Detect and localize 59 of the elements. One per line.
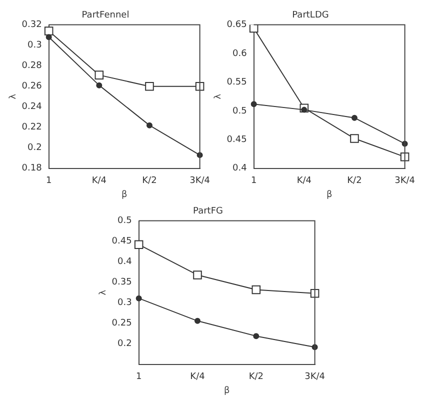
point	[96, 82, 102, 88]
x-tick-label: K/4	[296, 176, 312, 186]
y-tick-label: 0.2	[28, 143, 42, 154]
point	[193, 270, 202, 280]
y-tick-label: 0.6	[232, 48, 248, 59]
y-tick-label: 0.25	[112, 318, 132, 329]
point	[301, 106, 308, 113]
x-axis-title: β	[326, 190, 332, 200]
x-axis-title: β	[121, 190, 128, 200]
x-tick-label: K/2	[347, 176, 362, 186]
x-tick-label: 3K/4	[304, 372, 326, 382]
chart-title: PartFennel	[82, 10, 130, 21]
point	[146, 122, 152, 128]
y-tick-label: 0.3	[28, 40, 42, 51]
chart-title: PartFG	[193, 206, 223, 217]
y-tick-label: 0.2	[118, 339, 132, 350]
y-tick-label: 0.35	[112, 278, 132, 288]
chart-title: PartLDG	[292, 10, 329, 21]
y-tick-label: 0.22	[22, 122, 42, 133]
y-tick-label: 0.26	[22, 82, 42, 92]
y-tick-label: 0.28	[22, 61, 42, 72]
y-tick-label: 0.55	[226, 78, 247, 88]
x-tick-label: 3K/4	[190, 176, 210, 186]
y-tick-label: 0.65	[226, 20, 247, 30]
point	[252, 285, 261, 294]
x-tick-label: 3K/4	[394, 176, 416, 186]
y-tick-label: 0.45	[226, 135, 247, 146]
y-tick-label: 0.45	[112, 236, 132, 247]
y-axis-title: λ	[98, 289, 109, 296]
point	[136, 295, 142, 302]
point	[145, 82, 154, 91]
y-tick-label: 0.32	[22, 20, 42, 30]
y-axis-title: λ	[214, 93, 224, 100]
x-tick-label: K/4	[92, 176, 107, 186]
x-axis-title: β	[224, 386, 230, 396]
y-tick-label: 0.5	[232, 106, 247, 116]
point	[250, 101, 257, 108]
x-tick-label: 1	[250, 176, 257, 186]
point	[351, 114, 358, 121]
y-tick-label: 0.18	[22, 164, 42, 174]
y-tick-label: 0.4	[118, 257, 132, 268]
x-tick-label: K/2	[248, 372, 264, 382]
x-tick-label: K/2	[142, 176, 157, 186]
point	[194, 318, 200, 324]
y-tick-label: 0.3	[118, 298, 132, 308]
point	[46, 34, 52, 40]
x-tick-label: 1	[46, 176, 52, 186]
point	[249, 24, 258, 33]
x-tick-label: K/4	[190, 372, 206, 382]
point	[350, 134, 359, 143]
y-tick-label: 0.4	[232, 164, 248, 174]
x-tick-label: 1	[136, 372, 142, 382]
y-tick-label: 0.5	[118, 216, 132, 226]
y-tick-label: 0.24	[22, 102, 42, 112]
point	[134, 240, 144, 249]
y-axis-title: λ	[8, 93, 19, 100]
point	[94, 70, 104, 80]
point	[253, 333, 260, 340]
point	[44, 26, 54, 36]
